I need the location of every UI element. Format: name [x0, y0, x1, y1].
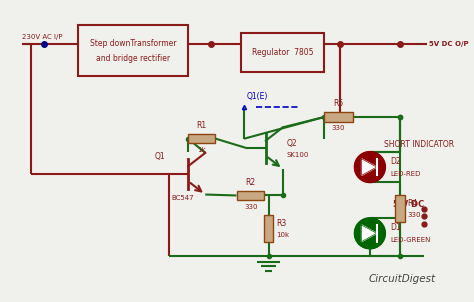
Text: R3: R3 — [276, 219, 286, 228]
Bar — [264, 215, 273, 242]
Text: D2: D2 — [391, 157, 401, 166]
Polygon shape — [362, 159, 377, 175]
Text: CircuitDigest: CircuitDigest — [369, 275, 436, 284]
Text: 5 V DC: 5 V DC — [392, 201, 424, 209]
Text: 10k: 10k — [276, 232, 289, 238]
Text: R2: R2 — [246, 178, 256, 187]
Text: 330: 330 — [244, 204, 257, 210]
Bar — [325, 112, 353, 122]
Text: 330: 330 — [332, 125, 346, 131]
Text: LED-RED: LED-RED — [391, 171, 421, 177]
Text: Q1: Q1 — [155, 152, 166, 161]
Text: and bridge rectifier: and bridge rectifier — [96, 54, 171, 63]
Text: SHORT INDICATOR: SHORT INDICATOR — [384, 140, 454, 149]
Text: Step downTransformer: Step downTransformer — [90, 39, 177, 47]
Bar — [237, 191, 264, 200]
Circle shape — [355, 152, 385, 182]
Polygon shape — [362, 225, 377, 242]
Text: SK100: SK100 — [287, 152, 309, 158]
Text: Q1(E): Q1(E) — [247, 92, 268, 101]
Text: R5: R5 — [334, 99, 344, 108]
Text: Regulator  7805: Regulator 7805 — [252, 48, 314, 57]
Text: 230V AC I/P: 230V AC I/P — [22, 34, 62, 40]
Bar — [395, 195, 405, 222]
Text: R1: R1 — [196, 121, 207, 130]
Text: 330: 330 — [408, 212, 421, 218]
Text: R4: R4 — [408, 200, 418, 208]
Text: Q2: Q2 — [287, 139, 297, 148]
Bar — [79, 25, 188, 76]
Bar — [188, 134, 215, 143]
Text: D1: D1 — [391, 223, 401, 232]
Circle shape — [355, 218, 385, 249]
Bar — [241, 33, 325, 72]
Text: BC547: BC547 — [171, 194, 194, 201]
Text: 1k: 1k — [197, 147, 206, 153]
Text: LED-GREEN: LED-GREEN — [391, 237, 431, 243]
Text: 5V DC O/P: 5V DC O/P — [428, 41, 468, 47]
